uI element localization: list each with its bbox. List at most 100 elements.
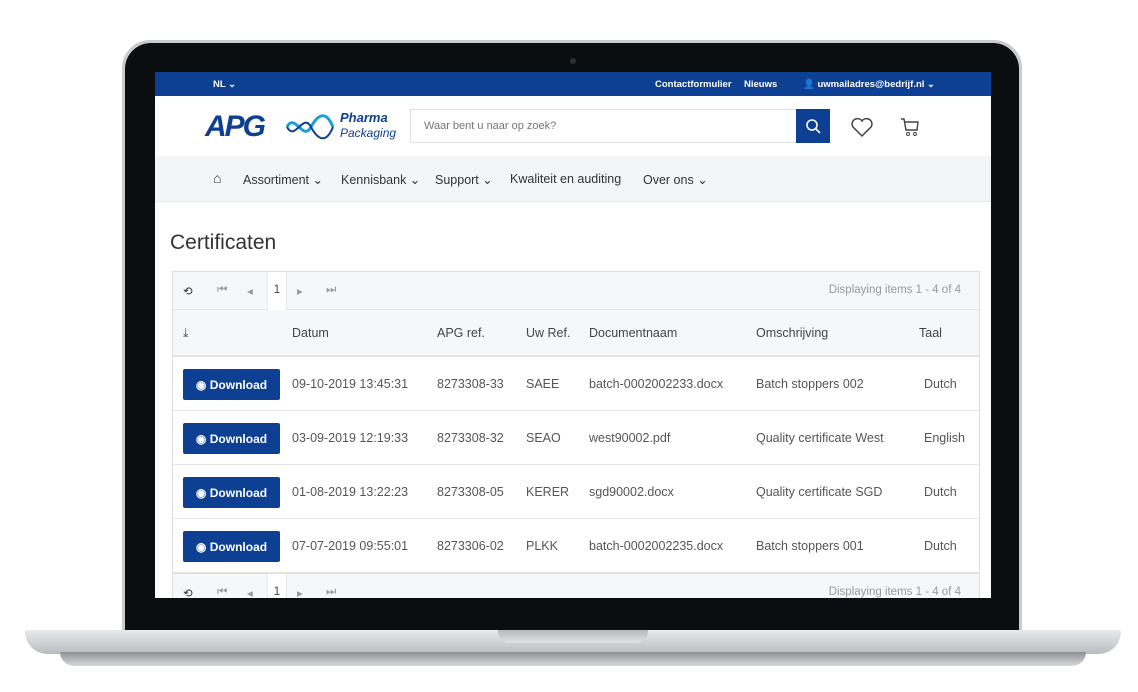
cell-document-name: sgd90002.docx	[589, 485, 674, 499]
download-label: Download	[209, 377, 268, 392]
main-nav: ⌂ Assortiment ⌄ Kennisbank ⌄ Support ⌄ K…	[155, 156, 991, 202]
pager-bottom: ⟲ ⏮ ◂ 1 ▸ ⏭ Displaying items 1 - 4 of 4	[173, 573, 979, 598]
cell-apg-ref: 8273308-05	[437, 485, 504, 499]
download-button[interactable]: ◉ Download	[183, 369, 280, 400]
search-input[interactable]	[411, 110, 791, 142]
screen: NL ⌄ Contactformulier Nieuws 👤 uwmailadr…	[155, 72, 991, 598]
header: APG Pharma Packaging	[155, 96, 991, 156]
cell-uw-ref: KERER	[526, 485, 570, 499]
cell-uw-ref: SAEE	[526, 377, 560, 391]
cell-date: 09-10-2019 13:45:31	[292, 377, 409, 391]
cell-apg-ref: 8273308-32	[437, 431, 504, 445]
table-row: ◉ Download 07-07-2019 09:55:01 8273306-02 P…	[173, 519, 979, 573]
cell-document-name: west90002.pdf	[589, 431, 671, 445]
cell-date: 07-07-2019 09:55:01	[292, 539, 409, 553]
cell-description: Batch stoppers 002	[756, 377, 864, 391]
user-icon: 👤	[803, 79, 815, 90]
nav-label: Assortiment	[243, 173, 309, 187]
download-button[interactable]: ◉ Download	[183, 477, 280, 508]
pager-info: Displaying items 1 - 4 of 4	[828, 586, 961, 598]
nav-kennisbank[interactable]: Kennisbank ⌄	[341, 173, 421, 187]
pager-info: Displaying items 1 - 4 of 4	[828, 284, 961, 296]
eye-icon: ◉	[195, 377, 207, 392]
news-link[interactable]: Nieuws	[744, 79, 778, 90]
cell-uw-ref: PLKK	[526, 539, 558, 553]
col-apg-ref[interactable]: APG ref.	[437, 326, 485, 340]
prev-page-button[interactable]: ◂	[247, 286, 253, 298]
cell-apg-ref: 8273308-33	[437, 377, 504, 391]
next-page-button[interactable]: ▸	[297, 286, 303, 298]
col-datum[interactable]: Datum	[292, 326, 329, 340]
cart-icon[interactable]	[899, 116, 921, 138]
cell-description: Quality certificate West	[756, 431, 884, 445]
user-menu[interactable]: 👤 uwmailadres@bedrijf.nl ⌄	[803, 79, 936, 90]
first-page-button[interactable]: ⏮	[217, 586, 228, 598]
page-title: Certificaten	[170, 231, 277, 254]
search-box	[410, 109, 830, 143]
table-row: ◉ Download 09-10-2019 13:45:31 8273308-33 S…	[173, 357, 979, 411]
eye-icon: ◉	[195, 539, 207, 554]
col-documentnaam[interactable]: Documentnaam	[589, 326, 678, 340]
eye-icon: ◉	[195, 485, 207, 500]
user-email: uwmailadres@bedrijf.nl	[817, 79, 925, 90]
certificates-grid: ⟲ ⏮ ◂ 1 ▸ ⏭ Displaying items 1 - 4 of 4 …	[172, 271, 980, 598]
language-label: NL	[213, 79, 226, 90]
nav-over-ons[interactable]: Over ons ⌄	[643, 173, 708, 187]
search-icon	[806, 119, 821, 134]
cell-language: Dutch	[924, 377, 957, 391]
top-bar: NL ⌄ Contactformulier Nieuws 👤 uwmailadr…	[155, 72, 991, 96]
laptop-notch	[498, 630, 648, 643]
download-label: Download	[209, 431, 268, 446]
nav-label: Support	[435, 173, 479, 187]
next-page-button[interactable]: ▸	[297, 588, 303, 598]
camera	[570, 58, 576, 64]
last-page-button[interactable]: ⏭	[326, 284, 337, 296]
col-uw-ref[interactable]: Uw Ref.	[526, 326, 571, 340]
download-button[interactable]: ◉ Download	[183, 423, 280, 454]
brand-line2: Packaging	[340, 126, 397, 140]
search-button[interactable]	[796, 109, 830, 143]
logo-text: APG	[205, 110, 266, 143]
cell-date: 01-08-2019 13:22:23	[292, 485, 409, 499]
cell-uw-ref: SEAO	[526, 431, 561, 445]
brand-line1: Pharma	[340, 110, 388, 125]
last-page-button[interactable]: ⏭	[326, 586, 337, 598]
logo[interactable]: APG Pharma Packaging	[205, 110, 397, 144]
cell-document-name: batch-0002002235.docx	[589, 539, 724, 553]
cell-date: 03-09-2019 12:19:33	[292, 431, 409, 445]
download-icon: ⤓	[183, 326, 189, 340]
cell-document-name: batch-0002002233.docx	[589, 377, 724, 391]
nav-assortiment[interactable]: Assortiment ⌄	[243, 173, 323, 187]
cell-language: Dutch	[924, 485, 957, 499]
current-page[interactable]: 1	[267, 272, 287, 310]
download-label: Download	[209, 539, 268, 554]
heart-icon[interactable]	[850, 116, 874, 138]
nav-support[interactable]: Support ⌄	[435, 173, 493, 187]
first-page-button[interactable]: ⏮	[217, 284, 228, 296]
download-label: Download	[209, 485, 268, 500]
current-page[interactable]: 1	[267, 574, 287, 598]
table-row: ◉ Download 01-08-2019 13:22:23 8273308-05 K…	[173, 465, 979, 519]
nav-label: Kennisbank	[341, 173, 407, 187]
eye-icon: ◉	[195, 431, 207, 446]
home-icon[interactable]: ⌂	[213, 170, 222, 186]
col-taal[interactable]: Taal	[919, 326, 942, 340]
cell-apg-ref: 8273306-02	[437, 539, 504, 553]
nav-kwaliteit[interactable]: Kwaliteit en auditing	[510, 172, 622, 186]
laptop-base-bottom	[60, 652, 1086, 666]
col-omschrijving[interactable]: Omschrijving	[756, 326, 829, 340]
prev-page-button[interactable]: ◂	[247, 588, 253, 598]
download-button[interactable]: ◉ Download	[183, 531, 280, 562]
table-row: ◉ Download 03-09-2019 12:19:33 8273308-32 S…	[173, 411, 979, 465]
pager-top: ⟲ ⏮ ◂ 1 ▸ ⏭ Displaying items 1 - 4 of 4	[173, 272, 979, 310]
dna-wave-icon	[285, 114, 335, 140]
cell-language: Dutch	[924, 539, 957, 553]
nav-label: Over ons	[643, 173, 694, 187]
table-header: ⤓ Datum APG ref. Uw Ref. Documentnaam Om…	[173, 310, 979, 357]
refresh-icon[interactable]: ⟲	[183, 588, 193, 598]
refresh-icon[interactable]: ⟲	[183, 286, 193, 298]
language-select[interactable]: NL ⌄	[213, 79, 237, 90]
cell-description: Batch stoppers 001	[756, 539, 864, 553]
contact-link[interactable]: Contactformulier	[655, 79, 732, 90]
cell-description: Quality certificate SGD	[756, 485, 883, 499]
